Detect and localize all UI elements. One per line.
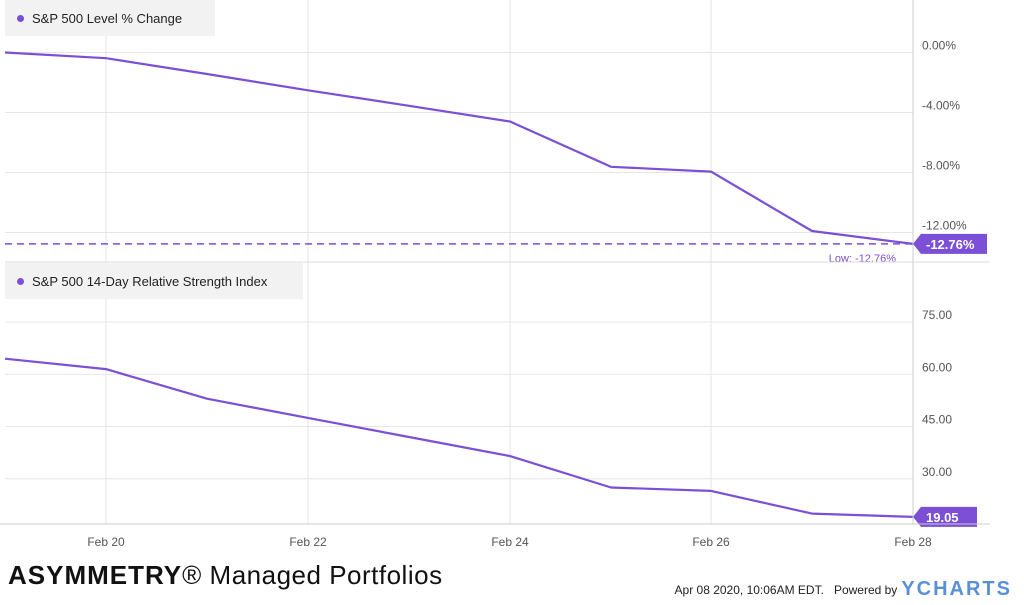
ycharts-logo[interactable]: YCHARTS xyxy=(901,578,1012,600)
y-tick-label: 60.00 xyxy=(922,360,952,374)
legend-bottom: S&P 500 14-Day Relative Strength Index xyxy=(5,263,303,299)
low-label: Low: -12.76% xyxy=(829,253,896,265)
footer-stamp: Apr 08 2020, 10:06AM EDT. Powered by YCH… xyxy=(675,578,1012,601)
y-tick-label: 45.00 xyxy=(922,413,952,427)
x-tick-label: Feb 20 xyxy=(87,535,125,549)
x-tick-label: Feb 24 xyxy=(491,535,529,549)
brand-mark: ® xyxy=(182,560,202,590)
current-value-tag xyxy=(913,233,987,254)
y-tick-label: 30.00 xyxy=(922,465,952,479)
legend-label-rsi: S&P 500 14-Day Relative Strength Index xyxy=(32,273,268,289)
current-value-label: 19.05 xyxy=(926,510,959,525)
x-tick-label: Feb 22 xyxy=(289,535,327,549)
chart-area: 0.00% -4.00% -8.00% -12.00% -12.76% Low: -12.… xyxy=(0,0,990,549)
brand-tagline: Managed Portfolios xyxy=(201,560,443,590)
series-line-pct-change xyxy=(4,51,914,245)
series-line-rsi xyxy=(4,357,914,518)
y-tick-label: 75.00 xyxy=(922,308,952,322)
legend-dot-icon xyxy=(17,14,24,22)
legend-top: S&P 500 Level % Change xyxy=(5,0,215,36)
current-value-tag xyxy=(913,506,977,527)
brand-name: ASYMMETRY xyxy=(8,560,183,590)
legend-dot-icon xyxy=(17,277,24,285)
timestamp: Apr 08 2020, 10:06AM EDT. xyxy=(674,582,824,597)
y-tick-label: -12.00% xyxy=(922,219,967,233)
y-tick-label: -4.00% xyxy=(922,99,960,113)
legend-label-pct-change: S&P 500 Level % Change xyxy=(32,10,183,26)
powered-by-label: Powered by xyxy=(833,582,898,597)
y-tick-label: 0.00% xyxy=(922,39,956,53)
current-value-label: -12.76% xyxy=(926,237,975,252)
x-tick-label: Feb 28 xyxy=(894,535,932,549)
brand-logo: ASYMMETRY® Managed Portfolios xyxy=(8,560,443,591)
x-tick-label: Feb 26 xyxy=(692,535,730,549)
y-tick-label: -8.00% xyxy=(922,159,960,173)
